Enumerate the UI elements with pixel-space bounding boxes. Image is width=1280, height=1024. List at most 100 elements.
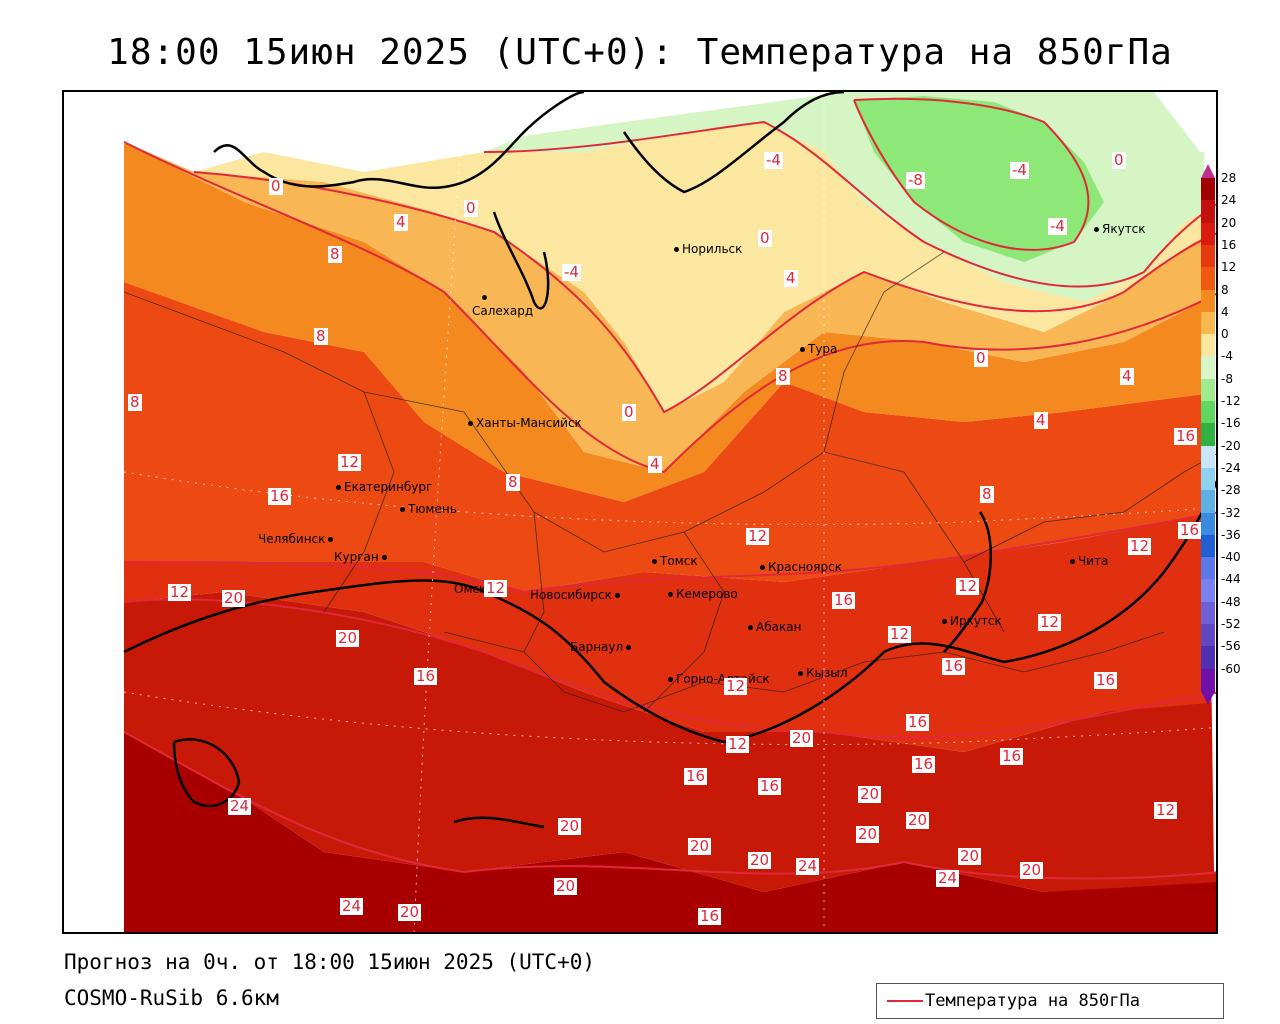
scale-swatch (1201, 467, 1215, 492)
scale-tick-label: -56 (1221, 639, 1241, 654)
city-tura: Тура (800, 342, 837, 356)
isotherm-label: 24 (340, 897, 364, 915)
scale-swatch (1201, 668, 1215, 692)
scale-swatch (1201, 445, 1215, 469)
isotherm-label: 12 (724, 677, 748, 695)
scale-swatch (1201, 423, 1215, 447)
coastline-yamal (492, 211, 550, 310)
isotherm-label: 20 (1020, 861, 1044, 879)
scale-tick-label: 0 (1221, 327, 1229, 342)
scale-tick-label: -48 (1221, 594, 1241, 609)
isotherm-12 (123, 511, 1216, 594)
isotherm-label: -4 (562, 263, 581, 281)
band-8 (124, 142, 1216, 502)
isotherm-label: 24 (228, 797, 252, 815)
isotherm-label: 20 (558, 817, 582, 835)
band-0 (194, 122, 1216, 412)
outside-domain-nw (64, 92, 534, 144)
scale-tick-label: -28 (1221, 483, 1241, 498)
isotherm-label: 16 (1094, 671, 1118, 689)
isotherm-label: 16 (1178, 521, 1202, 539)
isotherm-label: 20 (554, 877, 578, 895)
isotherm-label: 0 (464, 199, 478, 217)
isotherm-16 (123, 598, 1216, 739)
isotherm-label: 16 (758, 777, 782, 795)
isotherm-label: 0 (758, 229, 772, 247)
scale-swatch (1201, 557, 1215, 581)
isotherm-label: 0 (269, 177, 283, 195)
isotherm-minus4 (483, 120, 1216, 288)
band-minus8 (854, 96, 1104, 262)
scale-tick-label: -60 (1221, 661, 1241, 676)
scale-swatch (1201, 244, 1215, 269)
temperature-map: Норильск Салехард Тура Якутск Ханты-Манс… (62, 90, 1218, 934)
scale-tick-label: -24 (1221, 460, 1241, 475)
isotherm-label: 12 (338, 453, 362, 471)
forecast-info: Прогноз на 0ч. от 18:00 15июн 2025 (UTC+… (64, 950, 596, 974)
scale-swatch (1201, 334, 1215, 358)
isotherm-label: 20 (906, 811, 930, 829)
legend: Температура на 850гПа (876, 983, 1224, 1019)
scale-swatch (1201, 601, 1215, 625)
scale-swatch (1201, 534, 1215, 559)
isotherm-label: 12 (484, 579, 508, 597)
band-20 (124, 592, 1216, 892)
border-kazakhstan (123, 579, 725, 744)
lake-baikal (943, 511, 992, 653)
city-gorno-altaysk: Горно-Алтайск (668, 672, 770, 686)
scale-tick-label: -36 (1221, 527, 1241, 542)
isotherm-label: 16 (912, 755, 936, 773)
scale-swatch (1201, 378, 1215, 402)
city-kurgan: Курган (334, 550, 390, 564)
isotherm-label: 12 (1154, 801, 1178, 819)
isotherm-label: 24 (796, 857, 820, 875)
map-title: 18:00 15июн 2025 (UTC+0): Температура на… (107, 32, 1173, 73)
scale-tick-label: -52 (1221, 617, 1241, 631)
isotherm-label: 0 (622, 403, 636, 421)
city-abakan: Абакан (748, 620, 801, 634)
isotherm-label: 16 (832, 591, 856, 609)
city-khanty-mansiysk: Ханты-Мансийск (468, 416, 582, 430)
isotherm-label: 12 (956, 577, 980, 595)
model-info: COSMO-RuSib 6.6км (64, 986, 279, 1010)
scale-swatch (1201, 200, 1215, 224)
city-tyumen: Тюмень (400, 502, 457, 516)
scale-swatch (1201, 178, 1215, 202)
isotherm-label: 20 (858, 785, 882, 803)
city-norilsk: Норильск (674, 242, 742, 256)
isotherm-label: 8 (328, 245, 342, 263)
scale-swatch (1201, 646, 1215, 670)
coastline-taimyr (622, 92, 845, 194)
outside-domain-w (64, 144, 122, 932)
city-chita: Чита (1070, 554, 1108, 568)
coastline-arctic (213, 92, 585, 190)
scale-bottom-arrow (1201, 690, 1215, 705)
temperature-color-scale: 28 24 20 16 12 8 4 0 -4 -8 -12 -16 -20 -24 -28 -32 -36 -4… (1201, 164, 1271, 705)
isotherm-label: -4 (1048, 217, 1067, 235)
scale-top-arrow (1201, 164, 1215, 178)
city-krasnoyarsk: Красноярск (760, 560, 842, 574)
city-tomsk: Томск (652, 554, 698, 568)
city-salekhard-label: Салехард (472, 304, 534, 318)
scale-tick-label: -20 (1221, 438, 1241, 453)
isotherm-label: 0 (1112, 151, 1126, 169)
isotherm-label: 20 (958, 847, 982, 865)
scale-swatch (1201, 401, 1215, 425)
isotherm-label: 20 (398, 903, 422, 921)
isotherm-label: 4 (648, 455, 662, 473)
isotherm-label: -4 (1010, 161, 1029, 179)
scale-swatch (1201, 579, 1215, 603)
isotherm-label: 4 (1120, 367, 1134, 385)
legend-label: Температура на 850гПа (925, 991, 1140, 1011)
isotherm-20 (123, 731, 1216, 880)
isotherm-label: 8 (776, 367, 790, 385)
isotherm-label: 12 (746, 527, 770, 545)
city-barnaul: Барнаул (570, 640, 634, 654)
isotherm-label: 24 (936, 869, 960, 887)
scale-swatch (1201, 490, 1215, 514)
scale-tick-label: 12 (1221, 260, 1237, 275)
isotherm-label: 20 (790, 729, 814, 747)
city-kyzyl: Кызыл (798, 666, 848, 680)
isotherm-label: 20 (748, 851, 772, 869)
lake-balkhash (453, 816, 545, 829)
